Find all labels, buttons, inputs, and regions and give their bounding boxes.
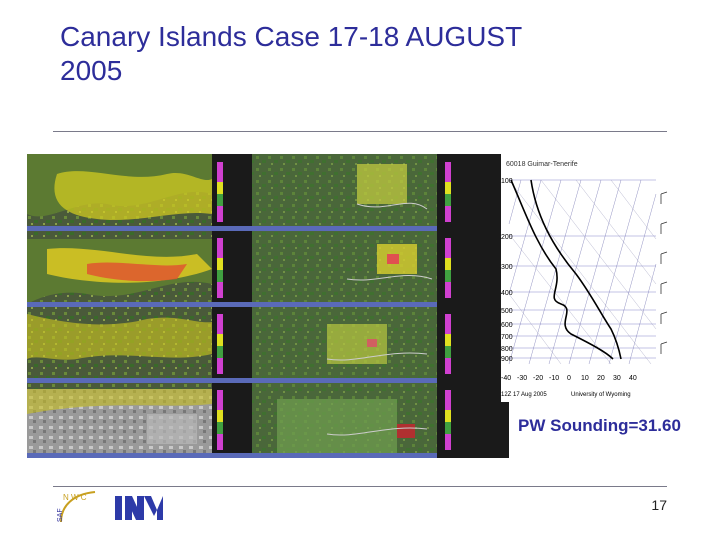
slide-title: Canary Islands Case 17-18 AUGUST 2005 [60,20,660,88]
temp-label-0: 0 [567,375,571,382]
skew-t-sounding: 60018 Guimar-Tenerife [501,154,676,402]
top-divider [53,131,667,132]
pressure-label-600: 600 [501,322,513,329]
inm-logo [113,492,165,522]
pressure-label-900: 900 [501,356,513,363]
slide-title-line1: Canary Islands Case 17-18 AUGUST [60,21,523,52]
temp-label-m20: -20 [533,375,543,382]
slide-title-line2: 2005 [60,55,123,86]
svg-text:N W C: N W C [63,493,87,502]
temp-label-20: 20 [597,375,605,382]
pw-caption: PW Sounding=31.60 [518,416,681,435]
temp-label-10: 10 [581,375,589,382]
pressure-label-200: 200 [501,234,513,241]
sounding-time-label: 12Z 17 Aug 2005 [501,392,547,398]
sounding-diagram: 60018 Guimar-Tenerife [501,154,676,402]
saf-nwc-logo: N W C SAF [55,488,105,524]
sounding-source-label: University of Wyoming [571,392,631,398]
temp-label-30: 30 [613,375,621,382]
satellite-image-panel [27,154,509,458]
page-number: 17 [651,497,667,513]
pressure-label-300: 300 [501,264,513,271]
temp-label-m10: -10 [549,375,559,382]
svg-text:SAF: SAF [57,508,64,522]
bottom-divider [53,486,667,487]
temp-label-m40: -40 [501,375,511,382]
satellite-imagery [27,154,509,458]
pressure-label-800: 800 [501,346,513,353]
pressure-label-100: 100 [501,178,513,185]
pressure-label-500: 500 [501,308,513,315]
temp-label-40: 40 [629,375,637,382]
pressure-label-400: 400 [501,290,513,297]
pressure-label-700: 700 [501,334,513,341]
sounding-station-label: 60018 Guimar-Tenerife [506,161,578,168]
temp-label-m30: -30 [517,375,527,382]
